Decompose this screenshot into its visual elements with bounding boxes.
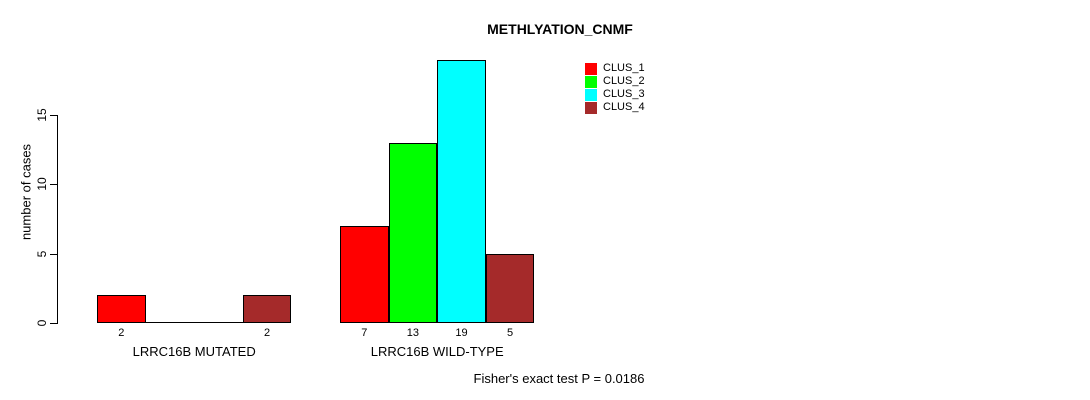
- bar-value-label: 2: [264, 327, 271, 339]
- y-tick: [50, 115, 58, 116]
- y-tick-label: 5: [35, 250, 49, 257]
- chart-title: METHLYATION_CNMF: [487, 21, 633, 37]
- legend-label-CLUS_4: CLUS_4: [603, 100, 645, 113]
- bar-CLUS_4-lrrc16b-wild-type: [485, 253, 535, 323]
- legend: CLUS_1 CLUS_2 CLUS_3 CLUS_4: [585, 62, 675, 118]
- y-axis-line: [57, 115, 58, 324]
- legend-label-CLUS_2: CLUS_2: [603, 74, 645, 87]
- bar-value-label: 2: [118, 327, 125, 339]
- bar-CLUS_4-lrrc16b-mutated: [242, 295, 292, 323]
- y-tick-label: 0: [35, 319, 49, 327]
- bar-CLUS_2-lrrc16b-wild-type: [388, 142, 438, 323]
- y-tick-label: 15: [35, 108, 49, 122]
- bar-CLUS_3-lrrc16b-mutated-zero: [194, 322, 243, 323]
- legend-swatch-CLUS_1: [585, 63, 597, 75]
- group-label-lrrc16b-mutated: LRRC16B MUTATED: [132, 344, 256, 359]
- bar-value-label: 7: [361, 327, 368, 339]
- fisher-test-note: Fisher's exact test P = 0.0186: [473, 371, 645, 386]
- bar-value-label: 13: [406, 327, 420, 339]
- bar-value-label: 5: [507, 327, 514, 339]
- bar-value-label: 19: [455, 327, 468, 339]
- y-tick: [50, 184, 58, 186]
- bar-CLUS_1-lrrc16b-mutated: [97, 295, 146, 323]
- bar-CLUS_1-lrrc16b-wild-type: [340, 225, 389, 323]
- y-tick: [50, 323, 58, 324]
- y-tick-label: 10: [35, 177, 49, 192]
- legend-swatch-CLUS_2: [585, 75, 597, 88]
- legend-label-CLUS_1: CLUS_1: [603, 62, 645, 74]
- legend-swatch-CLUS_3: [585, 88, 597, 101]
- bar-CLUS_2-lrrc16b-mutated-zero: [145, 322, 195, 323]
- group-label-lrrc16b-wild-type: LRRC16B WILD-TYPE: [370, 344, 504, 359]
- legend-swatch-CLUS_4: [585, 101, 597, 114]
- bar-CLUS_3-lrrc16b-wild-type: [437, 59, 486, 323]
- legend-label-CLUS_3: CLUS_3: [603, 87, 645, 100]
- y-tick: [50, 253, 58, 255]
